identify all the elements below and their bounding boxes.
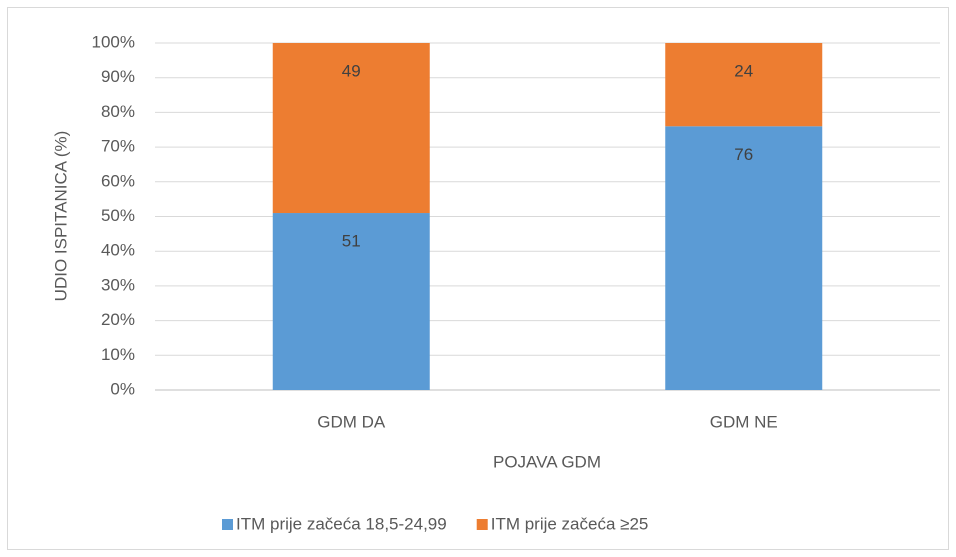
bar-segment xyxy=(665,126,823,390)
bar-segment xyxy=(272,213,430,390)
x-axis-title: POJAVA GDM xyxy=(493,452,601,471)
bar-segment xyxy=(272,43,430,214)
y-tick-label: 50% xyxy=(101,206,135,225)
y-tick-label: 0% xyxy=(110,379,135,398)
y-axis-title: UDIO ISPITANICA (%) xyxy=(51,131,70,302)
x-tick-label: GDM NE xyxy=(710,412,778,431)
y-tick-label: 70% xyxy=(101,137,135,156)
data-label: 51 xyxy=(342,232,361,251)
legend-label: ITM prije začeća ≥25 xyxy=(491,514,649,533)
bar-segment xyxy=(665,43,823,127)
legend-label: ITM prije začeća 18,5-24,99 xyxy=(236,514,447,533)
y-tick-label: 30% xyxy=(101,275,135,294)
x-tick-label: GDM DA xyxy=(317,412,386,431)
y-tick-label: 90% xyxy=(101,67,135,86)
data-label: 49 xyxy=(342,61,361,80)
data-label: 76 xyxy=(734,145,753,164)
y-tick-label: 100% xyxy=(92,32,135,51)
legend-swatch xyxy=(222,519,233,530)
y-tick-label: 40% xyxy=(101,241,135,260)
y-tick-label: 60% xyxy=(101,171,135,190)
y-tick-label: 80% xyxy=(101,102,135,121)
y-tick-label: 20% xyxy=(101,310,135,329)
data-label: 24 xyxy=(734,61,753,80)
y-tick-label: 10% xyxy=(101,345,135,364)
legend-swatch xyxy=(476,519,488,530)
